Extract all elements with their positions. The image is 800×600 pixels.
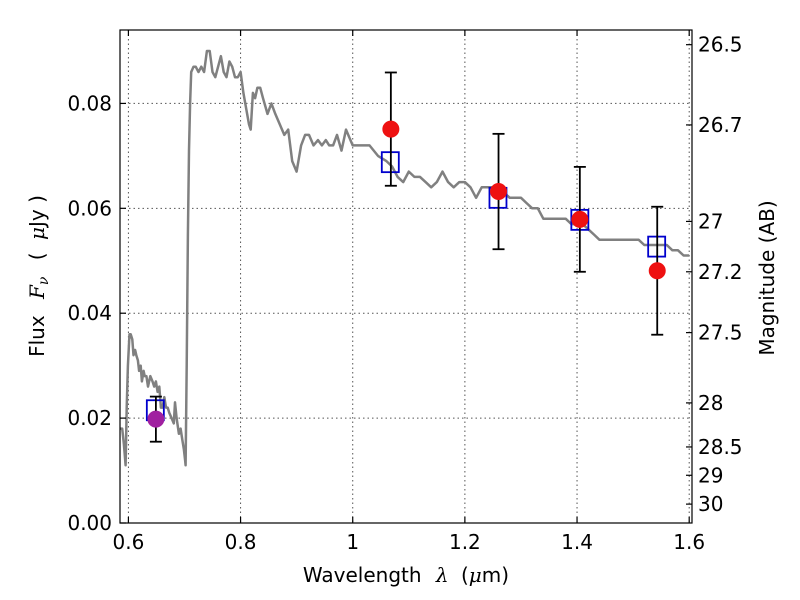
x-tick-label: 1.2 [449,530,481,554]
x-axis-unit-mu: μ [469,563,482,587]
x-axis-unit-open: ( [461,563,469,587]
observed-point [147,410,165,428]
y-axis-unit-mu: μ [25,227,49,240]
observed-point [648,262,666,280]
y2-tick-label: 26.5 [698,33,743,57]
observed-point [382,120,400,138]
y-tick-label: 0.08 [67,91,112,115]
y2-tick-label: 29 [698,463,723,487]
data-layer [120,49,690,467]
y2-tick-label: 28 [698,391,723,415]
y-axis-symbol: F [25,284,49,300]
y2-tick-label: 27.5 [698,321,743,345]
y-tick-label: 0.00 [67,511,112,535]
y2-tick-label: 26.7 [698,113,743,137]
y-axis-label: Flux Fν ( μJy ) [25,195,53,357]
y2-tick-label: 27 [698,209,723,233]
y-axis-subscript: ν [36,276,52,285]
x-tick-label: 0.8 [225,530,257,554]
y2-axis-label: Magnitude (AB) [755,200,779,355]
x-axis-symbol: λ [435,563,449,587]
y2-tick-label: 30 [698,492,723,516]
y-tick-label: 0.04 [67,301,112,325]
plot-frame [119,29,693,524]
x-tick-label: 1.4 [561,530,593,554]
y-tick-label: 0.06 [67,196,112,220]
y-axis-label-text: Flux [25,315,49,357]
x-axis-label-text: Wavelength [303,563,422,587]
observed-point [571,210,589,228]
y-axis-unit-open: ( [25,252,49,260]
x-tick-label: 0.6 [113,530,145,554]
y-axis-unit-rest: Jy ) [25,195,49,229]
y2-tick-label: 28.5 [698,435,743,459]
tick-layer: 0.6 0.8 1 1.2 1.4 1.6 0.00 0.02 0.04 0.06 0.08 26.5… [67,30,743,554]
x-axis-unit-rest: m) [482,563,509,587]
observed-point [490,183,508,201]
y2-tick-label: 27.2 [698,260,743,284]
x-axis-label: Wavelength λ (μm) [303,563,509,587]
x-tick-label: 1 [346,530,359,554]
x-tick-label: 1.6 [673,530,705,554]
grid-layer [120,30,692,523]
y-tick-label: 0.02 [67,406,112,430]
